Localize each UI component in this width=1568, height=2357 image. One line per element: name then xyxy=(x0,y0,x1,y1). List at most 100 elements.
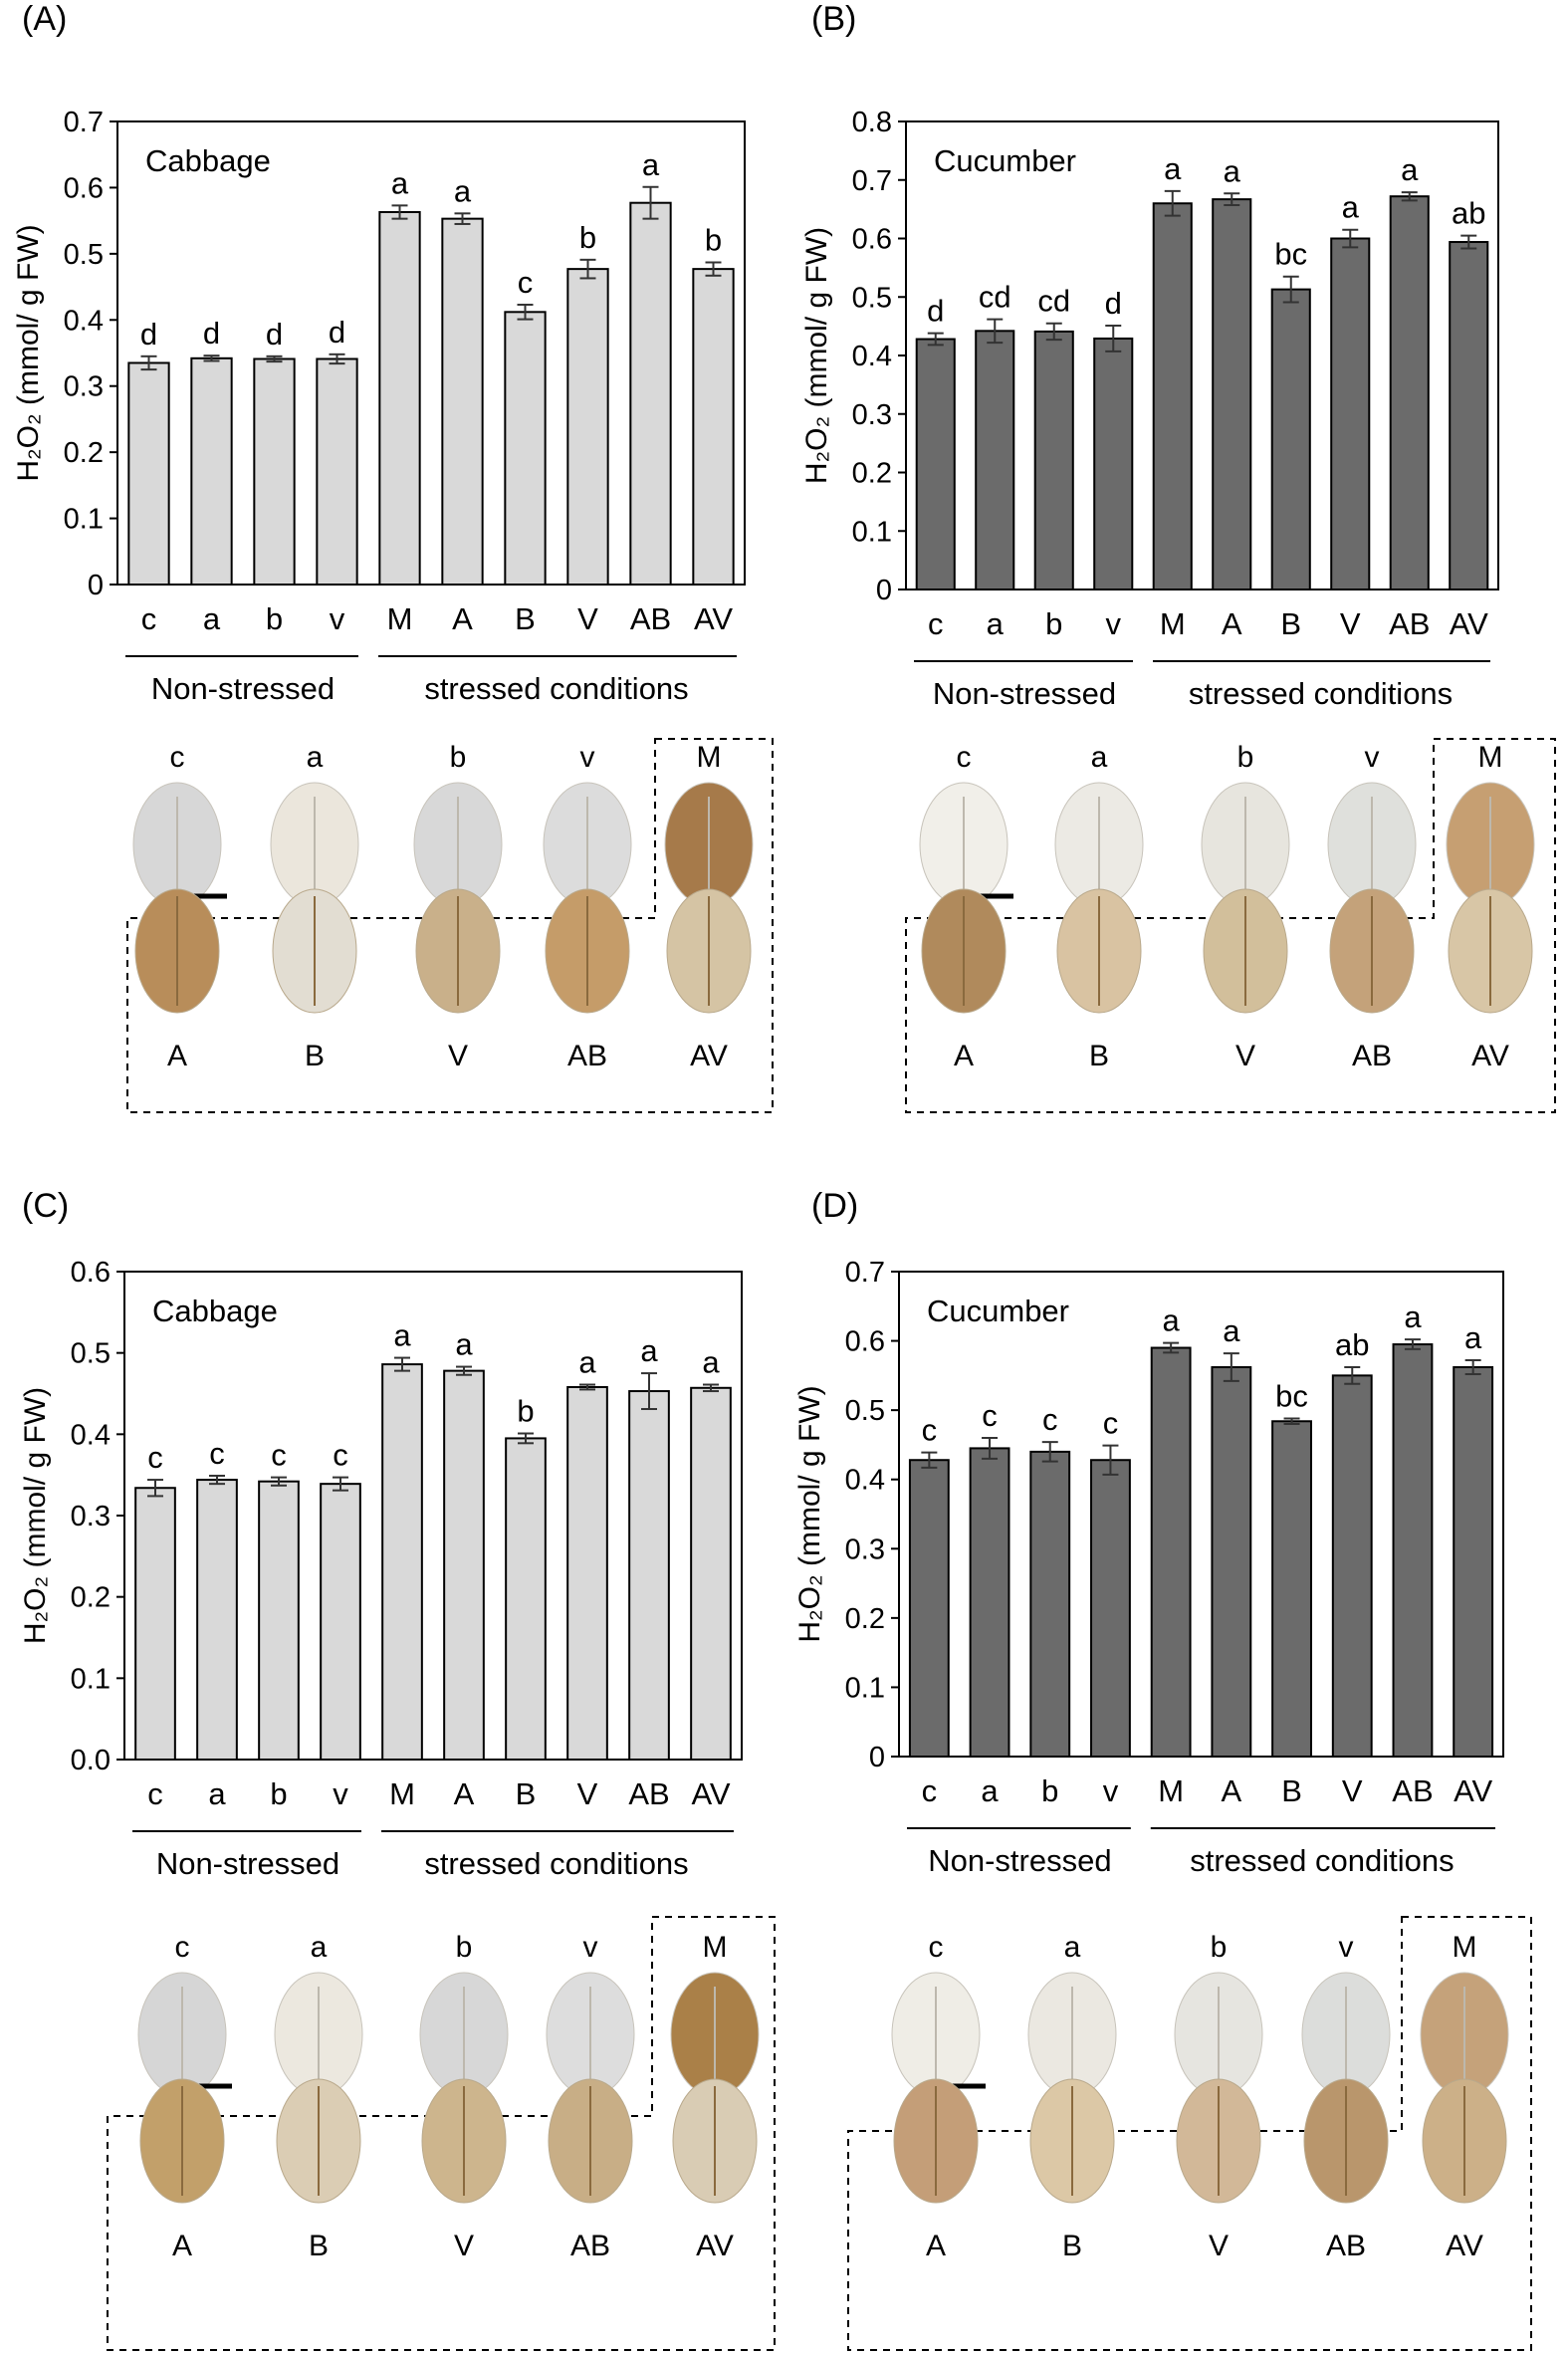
y-tick-label: 0.2 xyxy=(64,437,104,469)
bar-AV xyxy=(1449,241,1489,590)
y-tick-label: 0.8 xyxy=(852,107,892,138)
x-tick-label: a xyxy=(203,601,221,636)
leaf-label-bottom: A xyxy=(167,1040,187,1072)
bar-b xyxy=(258,1480,300,1761)
significance-letter: bc xyxy=(1275,1378,1308,1413)
bar-V xyxy=(566,268,609,586)
bar-a xyxy=(196,1479,238,1761)
chart-2: 0.0 0.1 0.2 0.3 0.4 0.5 0.6 H₂O₂ (mmol/ g FW) Ca… xyxy=(19,1257,743,1881)
y-tick-label: 0.3 xyxy=(845,1533,885,1565)
bar-AV xyxy=(692,268,735,586)
x-tick-label: v xyxy=(330,601,345,636)
y-tick-label: 0 xyxy=(88,570,104,601)
bar-B xyxy=(1270,288,1311,590)
significance-letter: bc xyxy=(1274,237,1307,272)
y-tick-label: 0.6 xyxy=(71,1257,111,1289)
panel-label-b: (B) xyxy=(811,0,857,38)
significance-letter: a xyxy=(702,1345,720,1380)
y-tick-label: 0.5 xyxy=(852,282,892,314)
significance-letter: a xyxy=(1164,151,1182,186)
x-tick-label: v xyxy=(1103,1773,1119,1808)
stressed-dashed-box xyxy=(847,1916,1532,2351)
y-tick-label: 0.7 xyxy=(845,1257,885,1289)
leaf-photos-3: c a b v MA B V AB AV xyxy=(847,1916,1532,2351)
x-tick-label: A xyxy=(1222,1773,1242,1808)
y-tick-label: 0.6 xyxy=(845,1326,885,1358)
chart-title: Cabbage xyxy=(145,143,271,178)
leaf-label-top: b xyxy=(450,741,467,774)
x-tick-label: b xyxy=(1041,1773,1058,1808)
x-tick-label: a xyxy=(208,1776,226,1811)
group-label-non-stressed: Non-stressed xyxy=(151,671,335,706)
y-tick-label: 0.6 xyxy=(64,172,104,204)
significance-letter: a xyxy=(578,1345,596,1380)
group-label-stressed: stressed conditions xyxy=(424,671,688,706)
leaf-label-top: v xyxy=(1365,741,1380,774)
x-tick-label: v xyxy=(333,1776,348,1811)
significance-letter: c xyxy=(518,265,534,300)
significance-letter: a xyxy=(1404,1299,1422,1334)
bar-AB xyxy=(1389,195,1430,590)
leaf-label-top: a xyxy=(307,741,324,774)
bar-M xyxy=(1150,1346,1192,1758)
leaf-label-top: c xyxy=(957,741,972,774)
bar-AB xyxy=(628,1390,670,1762)
leaf-label-bottom: B xyxy=(309,2230,329,2262)
y-tick-label: 0.1 xyxy=(64,504,104,536)
bar-M xyxy=(378,211,421,586)
stressed-dashed-box xyxy=(905,738,1556,1113)
leaf-label-bottom: A xyxy=(172,2230,192,2262)
y-tick-label: 0.7 xyxy=(852,165,892,197)
y-tick-label: 0.6 xyxy=(852,224,892,256)
group-label-stressed: stressed conditions xyxy=(1190,1843,1454,1878)
stressed-dashed-box xyxy=(126,738,774,1113)
bar-c xyxy=(908,1459,950,1758)
x-tick-label: AV xyxy=(694,601,733,636)
bar-c xyxy=(915,338,956,590)
significance-letter: a xyxy=(1342,190,1360,225)
significance-letter: d xyxy=(203,316,220,351)
x-tick-label: a xyxy=(981,1773,999,1808)
significance-letter: b xyxy=(579,220,596,255)
bar-A xyxy=(441,217,484,586)
bar-V xyxy=(1331,1374,1373,1759)
y-tick-label: 0 xyxy=(876,575,892,606)
leaf-label-top: a xyxy=(311,1931,328,1964)
x-tick-label: V xyxy=(577,1776,598,1811)
significance-letter: b xyxy=(705,222,722,257)
leaf-label-bottom: AB xyxy=(570,2230,610,2262)
x-tick-label: M xyxy=(387,601,413,636)
significance-letter: a xyxy=(1401,152,1419,187)
bar-B xyxy=(504,311,547,586)
leaf-photos-1: c a b v MA B V AB AV xyxy=(905,738,1556,1113)
y-axis-label: H₂O₂ (mmol/ g FW) xyxy=(800,227,833,484)
significance-letter: a xyxy=(454,173,472,208)
bar-M xyxy=(1152,202,1193,590)
significance-letter: cd xyxy=(979,280,1011,315)
leaf-label-bottom: AB xyxy=(1352,1040,1392,1072)
x-tick-label: b xyxy=(266,601,283,636)
x-tick-label: M xyxy=(389,1776,415,1811)
x-tick-label: M xyxy=(1160,606,1186,641)
significance-letter: d xyxy=(1105,286,1122,321)
chart-1: 0 0.1 0.2 0.3 0.4 0.5 0.6 0.7 0.8 H₂O₂ (mmol/ g F… xyxy=(800,107,1499,711)
y-tick-label: 0.3 xyxy=(852,399,892,431)
x-tick-label: c xyxy=(928,606,944,641)
bar-c xyxy=(134,1487,176,1761)
y-axis-label: H₂O₂ (mmol/ g FW) xyxy=(793,1385,826,1642)
y-tick-label: 0.4 xyxy=(64,305,104,337)
bar-A xyxy=(443,1369,485,1761)
leaf-photos-2: c a b v MA B V AB AV xyxy=(107,1916,776,2351)
leaf-label-top: v xyxy=(583,1931,598,1964)
significance-letter: c xyxy=(147,1440,163,1475)
leaf-label-bottom: A xyxy=(954,1040,974,1072)
significance-letter: d xyxy=(329,315,345,350)
bar-v xyxy=(1093,337,1134,590)
bar-M xyxy=(381,1363,423,1761)
panel-label-a: (A) xyxy=(22,0,68,38)
leaf-label-top: c xyxy=(175,1931,190,1964)
leaf-label-bottom: V xyxy=(1209,2230,1229,2262)
group-label-non-stressed: Non-stressed xyxy=(156,1846,339,1881)
leaf-label-top: M xyxy=(697,741,722,774)
plot-frame xyxy=(898,1271,1504,1758)
